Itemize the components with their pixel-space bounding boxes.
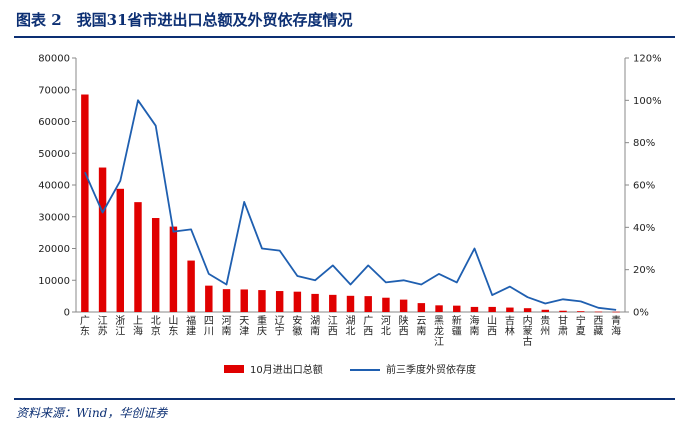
bar bbox=[453, 305, 461, 312]
category-label: 江西 bbox=[328, 315, 338, 338]
left-tick-label: 70000 bbox=[38, 85, 70, 96]
left-tick-label: 50000 bbox=[38, 149, 70, 160]
title-divider bbox=[14, 36, 675, 38]
right-tick-label: 20% bbox=[633, 265, 655, 276]
dependency-line bbox=[84, 99, 617, 311]
chart-title: 图表 2 我国31省市进出口总额及外贸依存度情况 bbox=[16, 11, 353, 29]
bar bbox=[488, 306, 496, 312]
bar bbox=[364, 296, 372, 312]
right-tick-label: 0% bbox=[633, 308, 649, 319]
category-label: 浙江 bbox=[115, 315, 125, 338]
bar bbox=[594, 311, 603, 313]
right-tick-label: 40% bbox=[633, 223, 655, 234]
bar bbox=[205, 285, 213, 312]
bar bbox=[275, 291, 284, 312]
category-label: 安徽 bbox=[292, 314, 302, 338]
bar bbox=[151, 218, 160, 312]
bar bbox=[329, 294, 337, 312]
bar bbox=[506, 307, 514, 312]
bar bbox=[81, 94, 89, 312]
bar bbox=[240, 289, 248, 312]
category-label: 黑龙江 bbox=[434, 315, 444, 348]
bar bbox=[258, 290, 266, 312]
legend-swatch-bars bbox=[224, 365, 244, 373]
category-label: 河南 bbox=[222, 315, 232, 338]
category-label: 内蒙古 bbox=[523, 314, 533, 348]
bar bbox=[116, 188, 124, 312]
bar bbox=[559, 310, 567, 312]
category-label: 广东 bbox=[80, 315, 90, 338]
category-label: 湖南 bbox=[310, 315, 320, 338]
category-label: 山东 bbox=[168, 315, 178, 338]
bar bbox=[134, 202, 142, 312]
category-label: 陕西 bbox=[399, 314, 409, 338]
bar bbox=[435, 305, 443, 312]
left-tick-label: 40000 bbox=[38, 181, 70, 192]
right-tick-label: 100% bbox=[633, 96, 662, 107]
legend-label-bars: 10月进出口总额 bbox=[250, 363, 323, 376]
left-tick-label: 60000 bbox=[38, 117, 70, 128]
category-label: 四川 bbox=[204, 316, 214, 338]
left-tick-label: 10000 bbox=[38, 276, 70, 287]
bar bbox=[98, 167, 107, 312]
bar bbox=[293, 291, 302, 312]
category-label: 新疆 bbox=[452, 314, 462, 338]
category-label: 吉林 bbox=[505, 315, 515, 338]
category-label: 天津 bbox=[239, 316, 249, 338]
bar bbox=[382, 297, 390, 312]
right-tick-label: 60% bbox=[633, 181, 655, 192]
left-tick-label: 30000 bbox=[38, 212, 70, 223]
bar bbox=[577, 311, 585, 312]
bar bbox=[541, 309, 550, 312]
category-label: 西藏 bbox=[593, 316, 603, 338]
category-label: 贵州 bbox=[540, 314, 550, 338]
chart-header: 图表 2 我国31省市进出口总额及外贸依存度情况 bbox=[0, 0, 689, 36]
source-note: 资料来源：Wind，华创证券 bbox=[16, 406, 168, 420]
category-label: 甘肃 bbox=[558, 314, 568, 338]
category-label: 辽宁 bbox=[275, 315, 285, 338]
category-label: 湖北 bbox=[346, 315, 356, 338]
category-label: 云南 bbox=[416, 316, 426, 338]
category-label: 海南 bbox=[469, 314, 479, 338]
bar bbox=[222, 289, 231, 312]
category-label: 江苏 bbox=[98, 315, 108, 338]
source-divider bbox=[14, 398, 675, 400]
category-label: 山西 bbox=[487, 315, 497, 338]
bar bbox=[187, 260, 195, 312]
right-tick-label: 120% bbox=[633, 54, 662, 65]
category-label: 广西 bbox=[363, 315, 373, 338]
category-label: 北京 bbox=[151, 315, 161, 338]
category-label: 青海 bbox=[611, 314, 621, 338]
chart-canvas: 0 10000 20000 30000 40000 50000 60000 70000 8000… bbox=[38, 54, 662, 377]
category-label: 宁夏 bbox=[576, 314, 586, 338]
left-tick-label: 20000 bbox=[38, 244, 70, 255]
category-label: 福建 bbox=[186, 314, 196, 338]
bar bbox=[346, 295, 355, 312]
left-tick-label: 80000 bbox=[38, 54, 70, 65]
legend-label-line: 前三季度外贸依存度 bbox=[386, 363, 476, 376]
category-label: 重庆 bbox=[257, 314, 267, 338]
left-tick-label: 0 bbox=[64, 308, 70, 319]
bar bbox=[311, 293, 319, 312]
bar bbox=[612, 311, 620, 313]
category-label: 上海 bbox=[133, 315, 143, 338]
bar bbox=[470, 306, 479, 312]
bar bbox=[399, 299, 408, 312]
bar bbox=[523, 308, 532, 312]
bar bbox=[417, 303, 426, 312]
bar bbox=[169, 226, 178, 312]
category-label: 河北 bbox=[381, 315, 391, 338]
right-tick-label: 80% bbox=[633, 138, 655, 149]
